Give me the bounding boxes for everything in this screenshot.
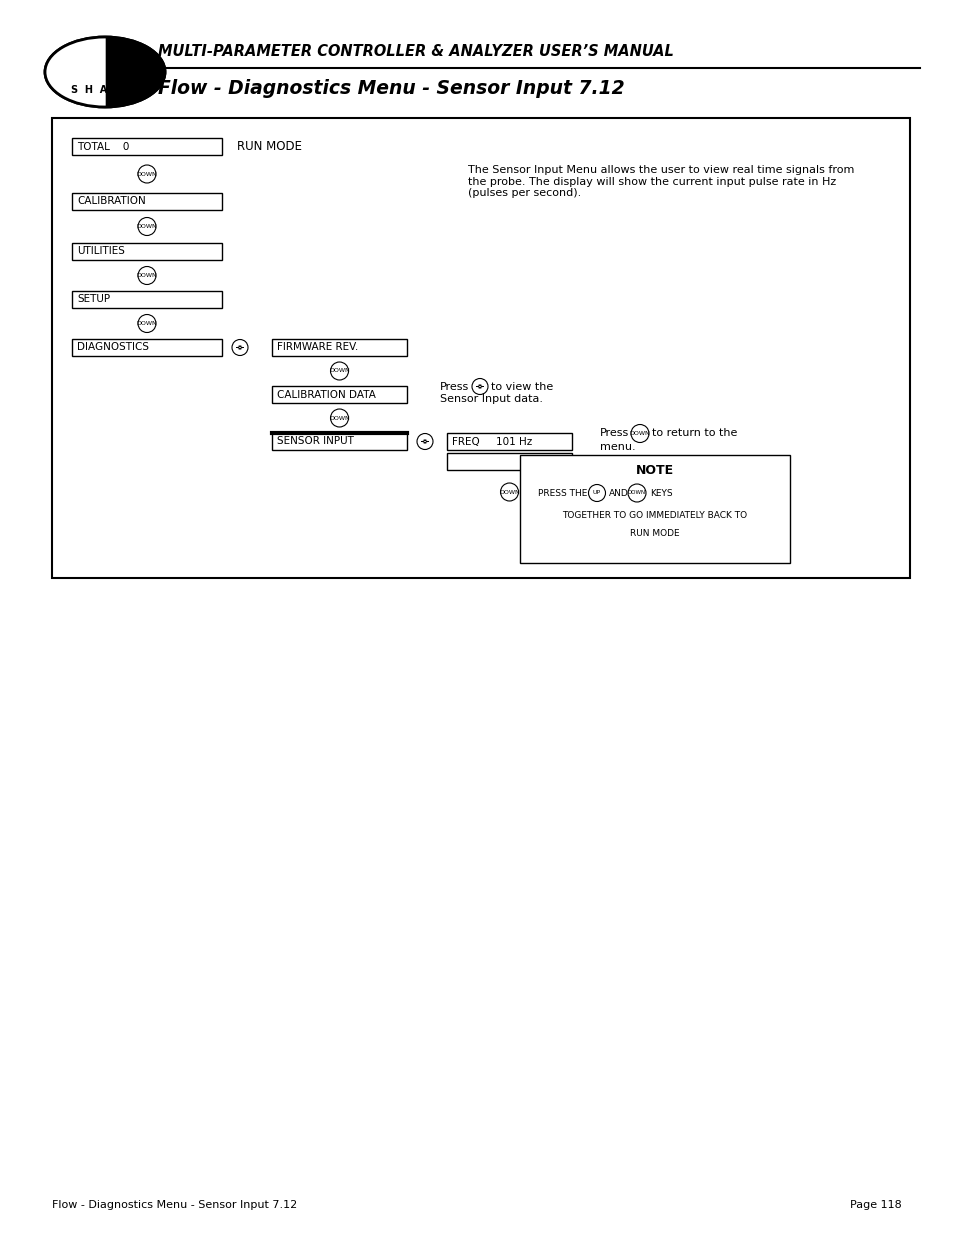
Text: Press: Press — [439, 382, 469, 391]
Bar — [447, 433, 572, 450]
Circle shape — [232, 340, 248, 356]
Text: menu.: menu. — [599, 442, 635, 452]
Text: CALIBRATION DATA: CALIBRATION DATA — [276, 389, 375, 399]
Circle shape — [500, 483, 518, 501]
Text: DOWN: DOWN — [136, 224, 157, 228]
Text: FIRMWARE REV.: FIRMWARE REV. — [276, 342, 358, 352]
Text: FREQ     101 Hz: FREQ 101 Hz — [452, 436, 532, 447]
Text: Sensor Input data.: Sensor Input data. — [439, 394, 542, 405]
Circle shape — [138, 267, 156, 284]
Circle shape — [138, 217, 156, 236]
Text: PRESS THE: PRESS THE — [537, 489, 587, 498]
Polygon shape — [45, 37, 105, 107]
Text: DOWN: DOWN — [329, 368, 350, 373]
Bar — [52, 119, 909, 578]
Bar — [71, 338, 222, 356]
Polygon shape — [105, 37, 165, 107]
Text: The Sensor Input Menu allows the user to view real time signals from
the probe. : The Sensor Input Menu allows the user to… — [468, 165, 854, 198]
Text: CALIBRATION: CALIBRATION — [77, 196, 146, 206]
Circle shape — [416, 433, 433, 450]
Bar — [71, 193, 222, 210]
Bar — [447, 453, 572, 471]
Text: Press: Press — [599, 429, 629, 438]
Text: S  H  A  R  K: S H A R K — [71, 85, 135, 95]
Text: NOTE: NOTE — [636, 464, 674, 478]
Text: DOWN: DOWN — [498, 489, 519, 494]
Circle shape — [330, 362, 348, 380]
Text: UP: UP — [593, 490, 600, 495]
Text: to return to the: to return to the — [651, 429, 737, 438]
Polygon shape — [100, 40, 130, 86]
Bar — [71, 138, 222, 156]
Text: DOWN: DOWN — [136, 273, 157, 278]
Bar — [272, 387, 407, 403]
Text: Flow - Diagnostics Menu - Sensor Input 7.12: Flow - Diagnostics Menu - Sensor Input 7… — [158, 79, 624, 98]
Bar — [71, 243, 222, 261]
Text: DOWN: DOWN — [329, 415, 350, 420]
Text: Flow - Diagnostics Menu - Sensor Input 7.12: Flow - Diagnostics Menu - Sensor Input 7… — [52, 1200, 297, 1210]
Bar — [272, 338, 407, 356]
Text: MULTI-PARAMETER CONTROLLER & ANALYZER USER’S MANUAL: MULTI-PARAMETER CONTROLLER & ANALYZER US… — [158, 44, 673, 59]
Bar — [71, 291, 222, 308]
Circle shape — [627, 484, 645, 501]
Circle shape — [330, 409, 348, 427]
Text: to view the: to view the — [491, 382, 553, 391]
Text: SETUP: SETUP — [77, 294, 110, 305]
Text: SENSOR INPUT: SENSOR INPUT — [276, 436, 354, 447]
Text: DOWN: DOWN — [627, 490, 645, 495]
Bar — [272, 433, 407, 450]
Text: RUN MODE: RUN MODE — [630, 529, 679, 537]
Circle shape — [472, 378, 488, 394]
Text: Page 118: Page 118 — [849, 1200, 901, 1210]
Bar — [519, 454, 789, 563]
Text: DIAGNOSTICS: DIAGNOSTICS — [77, 342, 149, 352]
Text: DOWN: DOWN — [136, 321, 157, 326]
Circle shape — [138, 165, 156, 183]
Text: TOGETHER TO GO IMMEDIATELY BACK TO: TOGETHER TO GO IMMEDIATELY BACK TO — [562, 510, 747, 520]
Text: DOWN: DOWN — [136, 172, 157, 177]
Text: TOTAL    0: TOTAL 0 — [77, 142, 130, 152]
Text: AND: AND — [608, 489, 628, 498]
Ellipse shape — [45, 37, 165, 107]
Text: DOWN: DOWN — [629, 431, 650, 436]
Circle shape — [138, 315, 156, 332]
Text: RUN MODE: RUN MODE — [236, 140, 302, 153]
Circle shape — [630, 425, 648, 442]
Text: UTILITIES: UTILITIES — [77, 247, 125, 257]
Text: KEYS: KEYS — [649, 489, 672, 498]
Circle shape — [588, 484, 605, 501]
